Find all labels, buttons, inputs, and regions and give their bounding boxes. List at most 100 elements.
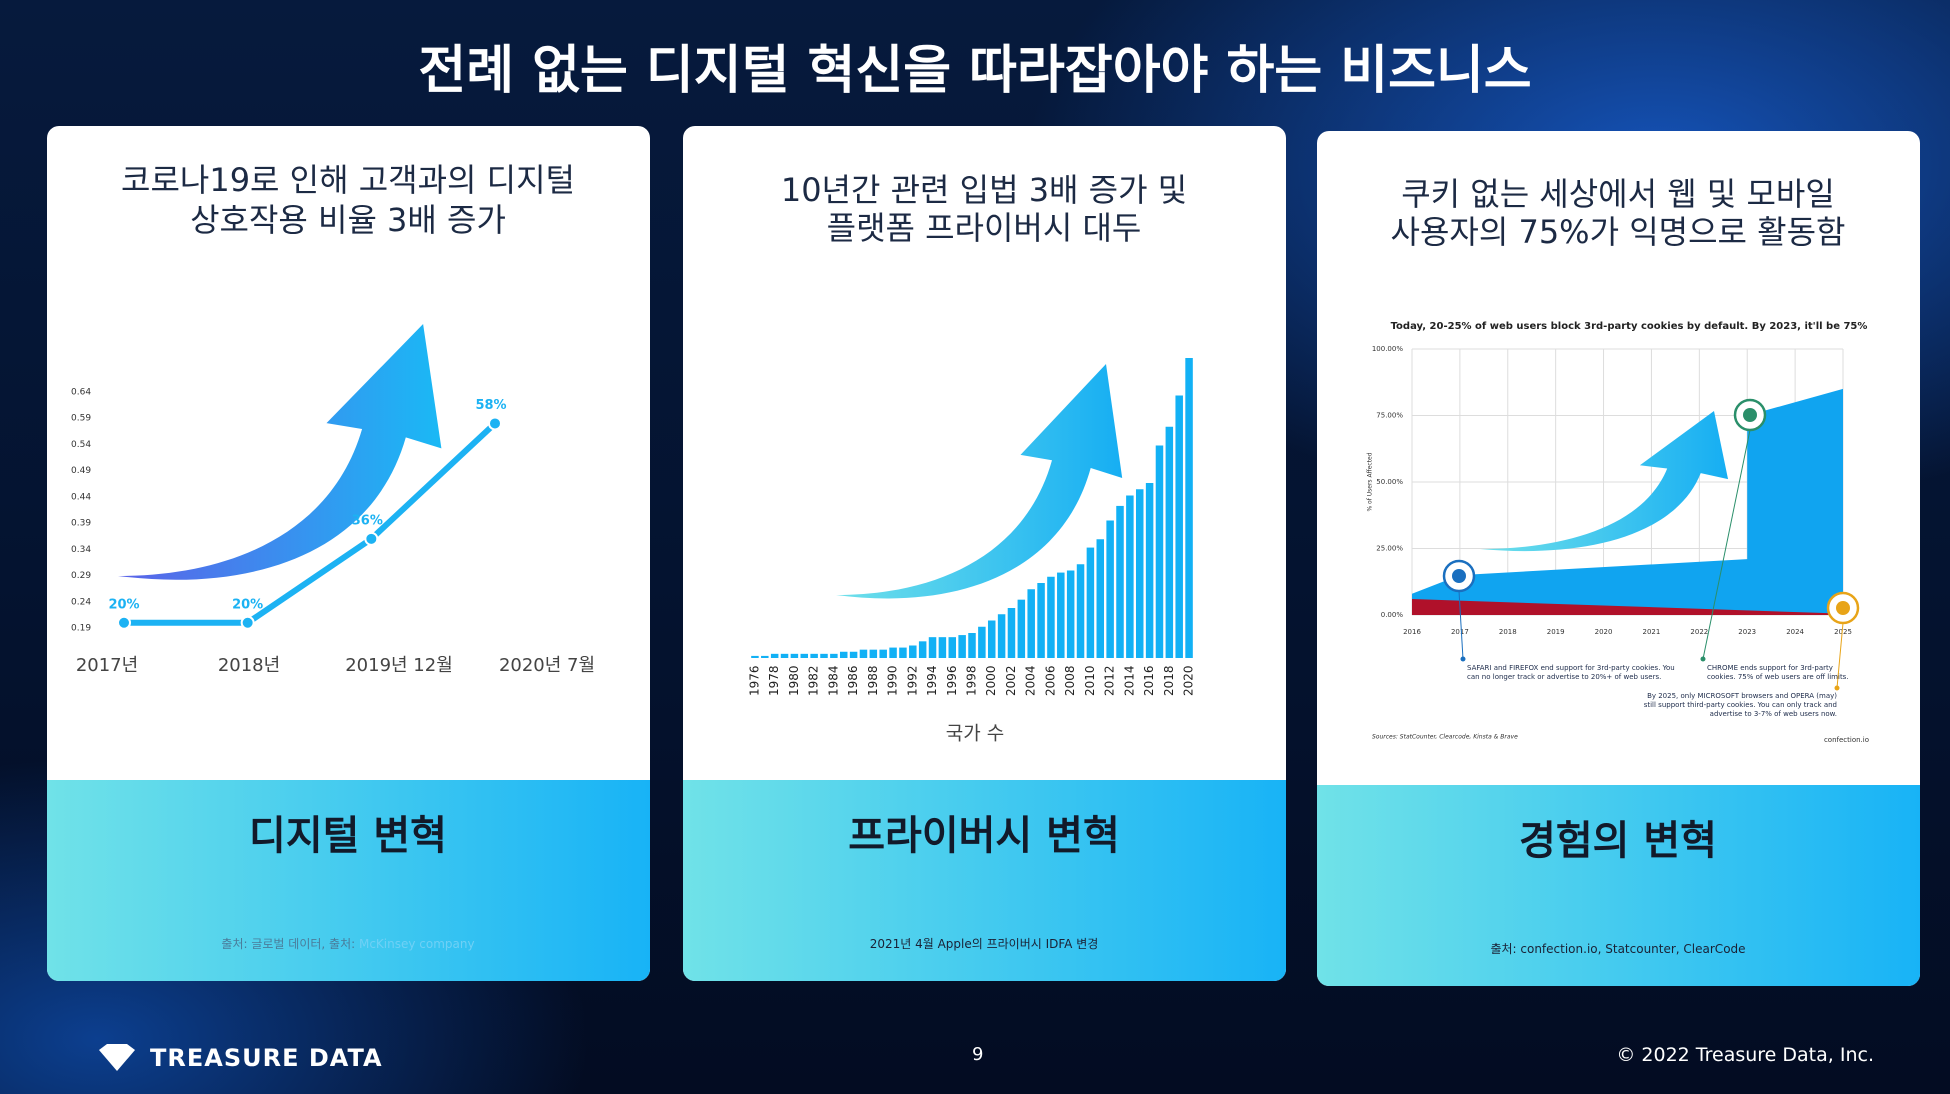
data-point xyxy=(117,615,131,630)
card-source: 출처: confection.io, Statcounter, ClearCod… xyxy=(1490,942,1745,956)
x-tick-label: 1998 xyxy=(965,665,979,696)
bar xyxy=(1027,589,1035,658)
bar xyxy=(761,655,769,658)
bar xyxy=(1096,539,1105,658)
data-label: 20% xyxy=(232,597,263,612)
y-tick-label: 25.00% xyxy=(1376,545,1403,553)
x-tick-label: 2000 xyxy=(984,665,998,696)
x-tick-label: 1978 xyxy=(767,665,781,696)
card-title: 플랫폼 프라이버시 대두 xyxy=(827,209,1142,247)
x-tick-label: 2024 xyxy=(1786,628,1804,636)
card: 코로나19로 인해 고객과의 디지털 상호작용 비율 3배 증가 디지털 변혁 출처:… xyxy=(47,126,650,981)
bar xyxy=(800,653,809,658)
y-tick-label: 0.34 xyxy=(71,545,91,555)
y-tick-label: 50.00% xyxy=(1376,478,1403,486)
data-label: 20% xyxy=(108,597,139,612)
browser-icon xyxy=(1452,569,1466,583)
bar xyxy=(1106,520,1114,658)
x-tick-label: 1982 xyxy=(807,665,821,696)
callout-dot xyxy=(1460,656,1466,662)
bar xyxy=(918,641,927,658)
bar xyxy=(1086,547,1095,658)
bar xyxy=(1066,570,1075,658)
y-tick-label: 0.49 xyxy=(71,466,91,476)
x-tick-label: 1980 xyxy=(787,665,801,696)
card-heading: 경험의 변혁 xyxy=(1519,818,1717,864)
bar xyxy=(1165,426,1174,658)
callout-dot xyxy=(1700,656,1706,662)
x-tick-label: 1990 xyxy=(886,665,900,696)
arrow xyxy=(1480,411,1729,552)
bar xyxy=(859,649,868,658)
x-tick-label: 1988 xyxy=(866,665,880,696)
source-text: 출처: 글로벌 데이터, 출처: xyxy=(221,937,359,951)
bar xyxy=(830,653,838,658)
x-tick-label: 2014 xyxy=(1122,665,1136,696)
chart-sources: Sources: StatCounter, Clearcode, Kinsta … xyxy=(1372,734,1518,741)
browser-icon xyxy=(1836,601,1850,615)
annotation: SAFARI and FIREFOX end support for 3rd-p… xyxy=(1467,664,1675,672)
card-title: 코로나19로 인해 고객과의 디지털 xyxy=(121,161,575,199)
bar xyxy=(948,637,957,658)
card-source: 2021년 4월 Apple의 프라이버시 IDFA 변경 xyxy=(870,937,1099,951)
y-tick-label: 0.29 xyxy=(71,571,91,581)
y-tick-label: 0.39 xyxy=(71,519,91,529)
chart-brand: confection.io xyxy=(1824,736,1869,744)
bar xyxy=(879,649,887,658)
annotation: cookies. 75% of web users are off limits… xyxy=(1707,673,1849,681)
data-label: 36% xyxy=(352,513,383,528)
y-tick-label: 0.24 xyxy=(71,597,91,607)
x-tick-label: 2016 xyxy=(1403,628,1421,636)
bar xyxy=(987,620,996,658)
x-tick-label: 2018 xyxy=(1162,665,1176,696)
x-tick-label: 2010 xyxy=(1083,665,1097,696)
arrow xyxy=(118,324,442,580)
bar xyxy=(869,649,878,658)
bar xyxy=(968,633,976,658)
bar xyxy=(849,651,858,658)
page-number: 9 xyxy=(972,1044,984,1065)
annotation: can no longer track or advertise to 20%+… xyxy=(1467,673,1661,681)
y-tick-label: 0.54 xyxy=(71,440,91,450)
card-title: 사용자의 75%가 익명으로 활동함 xyxy=(1391,213,1846,251)
x-tick-label: 1996 xyxy=(945,665,959,696)
x-tick-label: 2022 xyxy=(1690,628,1708,636)
slide-title: 전례 없는 디지털 혁신을 따라잡아야 하는 비즈니스 xyxy=(418,41,1532,101)
card: 쿠키 없는 세상에서 웹 및 모바일 사용자의 75%가 익명으로 활동함 경험의 … xyxy=(1317,131,1920,986)
data-line xyxy=(121,420,498,626)
bar xyxy=(1175,395,1183,658)
x-tick-label: 1986 xyxy=(846,665,860,696)
bar xyxy=(1017,599,1026,658)
y-tick-label: 0.19 xyxy=(71,624,91,634)
bar xyxy=(938,637,947,658)
x-tick-label: 2016 xyxy=(1142,665,1156,696)
card-title: 10년간 관련 입법 3배 증가 및 xyxy=(781,171,1187,209)
card-heading: 디지털 변혁 xyxy=(249,813,447,859)
y-tick-label: 0.00% xyxy=(1381,611,1404,619)
bar xyxy=(889,647,897,658)
annotation: CHROME ends support for 3rd-party xyxy=(1707,664,1833,672)
y-tick-label: 0.59 xyxy=(71,414,91,424)
bar xyxy=(780,653,789,658)
source-link: McKinsey company xyxy=(359,937,475,951)
bar xyxy=(1007,608,1016,658)
bar xyxy=(997,614,1006,658)
x-tick-label: 2012 xyxy=(1103,665,1117,696)
bar xyxy=(1037,583,1045,658)
bar xyxy=(839,651,848,658)
x-tick-label: 2018년 xyxy=(218,655,280,676)
bar xyxy=(770,653,779,658)
x-tick-label: 2020년 7월 xyxy=(499,655,595,676)
x-tick-label: 2019 xyxy=(1547,628,1565,636)
bar xyxy=(790,653,799,658)
brand-logo xyxy=(99,1044,135,1071)
x-tick-label: 2004 xyxy=(1024,665,1038,696)
bar xyxy=(1116,505,1124,658)
callout-dot xyxy=(1834,685,1840,691)
bar xyxy=(928,637,937,658)
card-source: 출처: 글로벌 데이터, 출처: McKinsey company xyxy=(221,937,474,951)
card-band xyxy=(47,780,650,981)
bar xyxy=(958,635,966,658)
